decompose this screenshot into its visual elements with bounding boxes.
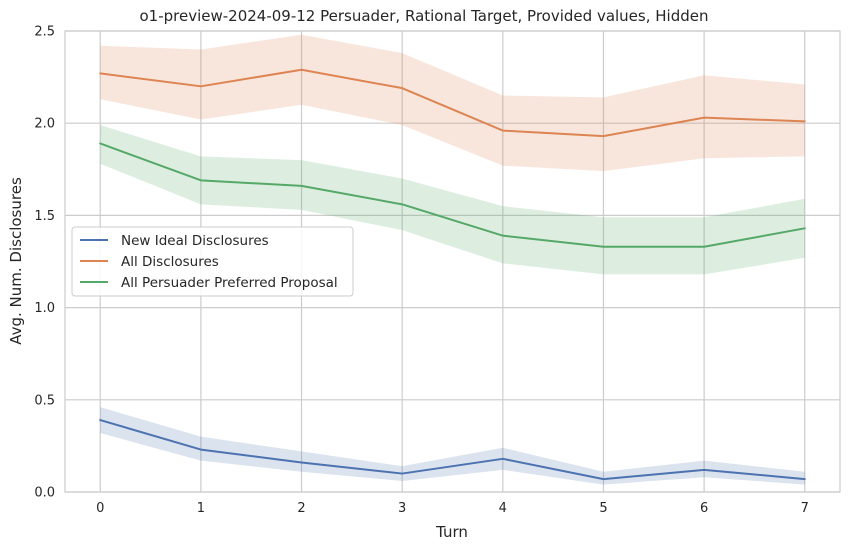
y-tick-label: 0.0 bbox=[34, 486, 55, 501]
y-tick-label: 0.5 bbox=[34, 393, 55, 408]
band-new-ideal-disclosures bbox=[100, 407, 805, 485]
legend-box bbox=[71, 226, 354, 297]
line-all-persuader-preferred-proposal bbox=[99, 142, 806, 248]
series-lines bbox=[99, 68, 806, 481]
x-tick-label: 3 bbox=[398, 501, 406, 516]
y-tick-label: 1.0 bbox=[34, 301, 55, 316]
confidence-bands bbox=[100, 34, 805, 485]
x-tick-label: 2 bbox=[297, 501, 305, 516]
legend-label-all-disclosures: All Disclosures bbox=[121, 254, 219, 270]
line-all-disclosures bbox=[99, 68, 806, 138]
line-new-ideal-disclosures bbox=[99, 419, 806, 481]
legend: New Ideal Disclosures All Disclosures All … bbox=[71, 226, 354, 297]
y-tick-label: 2.5 bbox=[34, 25, 55, 40]
x-axis-label: Turn bbox=[435, 523, 468, 541]
x-tick-label: 7 bbox=[801, 501, 809, 516]
legend-label-all-persuader-preferred-proposal: All Persuader Preferred Proposal bbox=[121, 275, 338, 291]
x-tick-label: 6 bbox=[700, 501, 708, 516]
x-tick-label: 1 bbox=[197, 501, 205, 516]
band-all-persuader-preferred-proposal bbox=[100, 125, 805, 275]
y-axis-label: Avg. Num. Disclosures bbox=[7, 177, 25, 345]
tick-labels: 0 1 2 3 4 5 6 7 0.0 0.5 1.0 1.5 2.0 2.5 bbox=[34, 25, 809, 517]
band-all-disclosures bbox=[100, 34, 805, 172]
x-tick-label: 4 bbox=[499, 501, 507, 516]
chart-title: o1-preview-2024-09-12 Persuader, Rationa… bbox=[139, 7, 708, 25]
y-tick-label: 1.5 bbox=[34, 209, 55, 224]
plot-frame bbox=[64, 30, 841, 493]
y-tick-label: 2.0 bbox=[34, 117, 55, 132]
legend-label-new-ideal-disclosures: New Ideal Disclosures bbox=[121, 233, 269, 249]
x-tick-label: 0 bbox=[96, 501, 104, 516]
x-tick-label: 5 bbox=[599, 501, 607, 516]
